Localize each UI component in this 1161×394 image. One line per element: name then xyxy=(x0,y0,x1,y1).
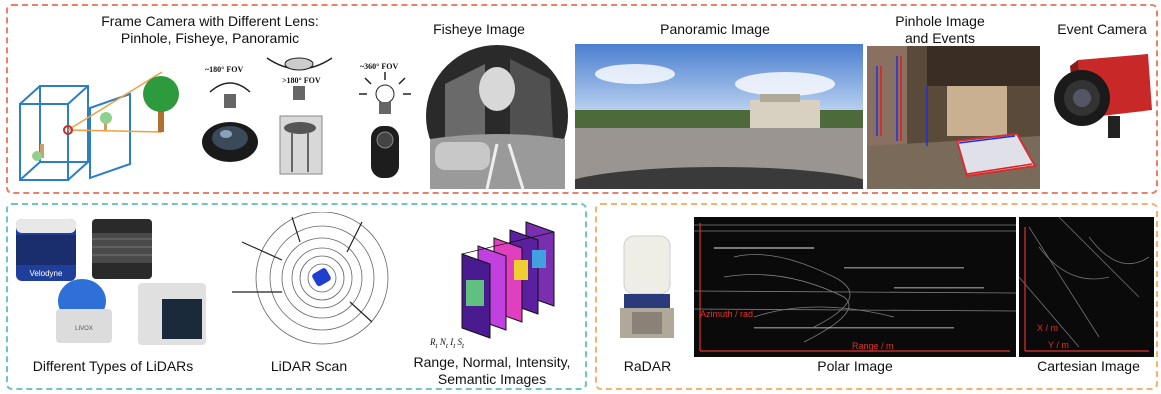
projection-images-stack xyxy=(461,221,555,339)
frame-camera-title-line2: Pinhole, Fisheye, Panoramic xyxy=(120,30,300,46)
event-camera-image xyxy=(1054,54,1152,138)
semantic-symbol: S xyxy=(457,337,463,347)
fisheye-lens-icon xyxy=(202,82,258,162)
range-subscript: t xyxy=(435,340,438,350)
lidar-types-label: Different Types of LiDARs xyxy=(32,358,194,374)
fov-pano-label: ~360° FOV xyxy=(360,62,399,71)
polar-image-label: Polar Image xyxy=(817,358,893,374)
projection-symbols: Rt Nt It St xyxy=(430,337,464,350)
radar-panel xyxy=(595,203,1158,390)
wide-lens-icon xyxy=(266,57,333,175)
cartesian-image-label: Cartesian Image xyxy=(1037,358,1140,374)
frame-camera-title: Frame Camera with Different Lens: Pinhol… xyxy=(60,13,360,47)
projection-images-label-line1: Range, Normal, Intensity, xyxy=(413,354,571,370)
semantic-subscript: t xyxy=(462,340,465,350)
lidar-scan-label: LiDAR Scan xyxy=(270,358,348,374)
range-symbol: R xyxy=(430,337,436,347)
cartesian-y-axis-label: Y / m xyxy=(1048,340,1069,350)
projection-images-label-line2: Semantic Images xyxy=(437,371,547,387)
lidar-scan-image xyxy=(222,212,392,352)
normal-symbol: N xyxy=(439,337,446,347)
lidar-panel xyxy=(6,203,587,390)
velodyne-brand-text: Velodyne xyxy=(30,269,63,278)
panoramic-image-label: Panoramic Image xyxy=(660,21,770,37)
frame-camera-panel xyxy=(6,4,1158,194)
fov-wide-label: >180° FOV xyxy=(282,76,321,85)
polar-range-axis-label: Range / m xyxy=(852,341,894,351)
intensity-symbol: I xyxy=(450,337,454,347)
pinhole-model-diagram xyxy=(19,71,179,181)
polar-azimuth-axis-label: Azimuth / rad xyxy=(700,309,754,319)
fisheye-image-label: Fisheye Image xyxy=(433,21,525,37)
livox-brand-text: LIVOX xyxy=(75,326,93,332)
cartesian-x-axis-label: X / m xyxy=(1037,323,1059,333)
radar-label: RaDAR xyxy=(623,358,672,374)
fov-fisheye-label: ~180° FOV xyxy=(205,65,244,74)
panoramic-lens-icon xyxy=(359,72,411,178)
normal-subscript: t xyxy=(445,340,448,350)
frame-camera-title-line1: Frame Camera with Different Lens: xyxy=(101,13,319,29)
pinhole-events-image xyxy=(867,46,1040,189)
pinhole-events-label-line2: and Events xyxy=(904,30,976,46)
pinhole-events-label-line1: Pinhole Image xyxy=(895,13,985,29)
projection-images-label: Range, Normal, Intensity, Semantic Image… xyxy=(392,354,592,388)
intensity-subscript: t xyxy=(453,340,456,350)
polar-image xyxy=(694,217,1016,357)
event-camera-label: Event Camera xyxy=(1057,21,1147,37)
radar-device-image xyxy=(620,235,674,338)
panoramic-image xyxy=(575,44,863,189)
lidar-devices-image: Velodyne LIVOX xyxy=(16,219,206,345)
pinhole-events-label: Pinhole Image and Events xyxy=(880,13,1000,47)
fisheye-image xyxy=(425,44,570,189)
cartesian-image xyxy=(1019,217,1154,357)
